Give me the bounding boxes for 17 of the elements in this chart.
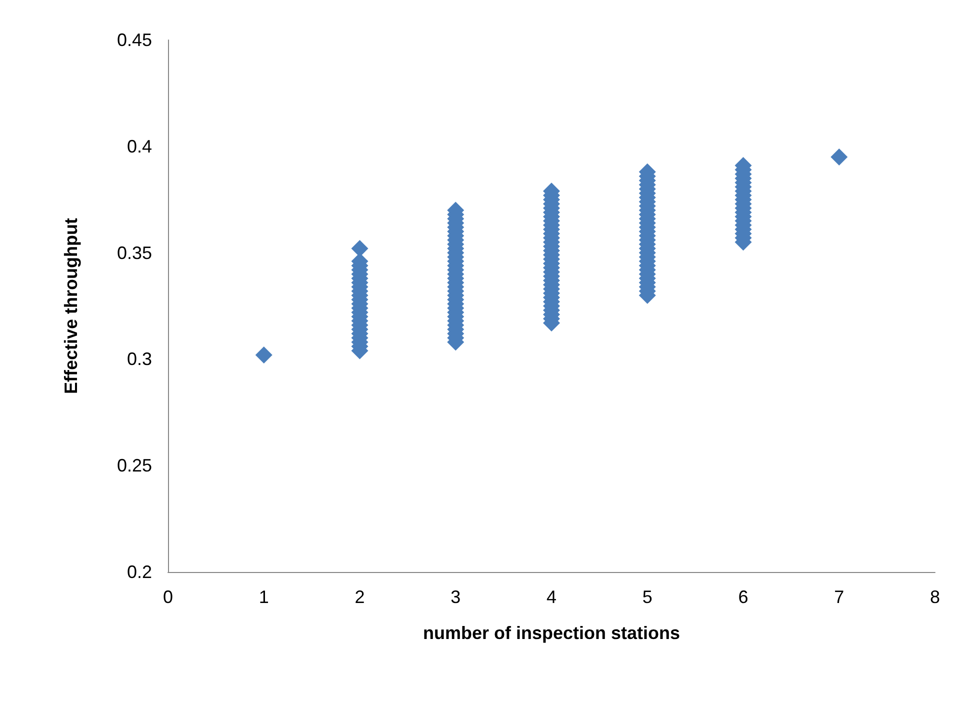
x-tick-label: 1 [258,587,269,607]
x-tick-label: 8 [930,587,940,607]
x-tick-label: 5 [642,587,652,607]
y-tick-label: 0.25 [116,456,152,476]
y-tick-label: 0.2 [126,562,152,582]
y-axis-title: Effective throughput [61,218,81,394]
x-tick-label: 3 [450,587,461,607]
y-tick-label: 0.3 [126,349,152,370]
x-tick-label: 7 [834,587,844,607]
y-tick-label: 0.4 [126,136,152,156]
x-tick-label: 0 [162,587,174,607]
x-tick-label: 2 [354,587,365,607]
x-tick-label: 6 [738,587,748,607]
y-tick-label: 0.45 [116,30,152,50]
x-axis-title: number of inspection stations [422,623,680,643]
y-tick-label: 0.35 [116,242,152,263]
x-tick-label: 4 [546,587,557,607]
